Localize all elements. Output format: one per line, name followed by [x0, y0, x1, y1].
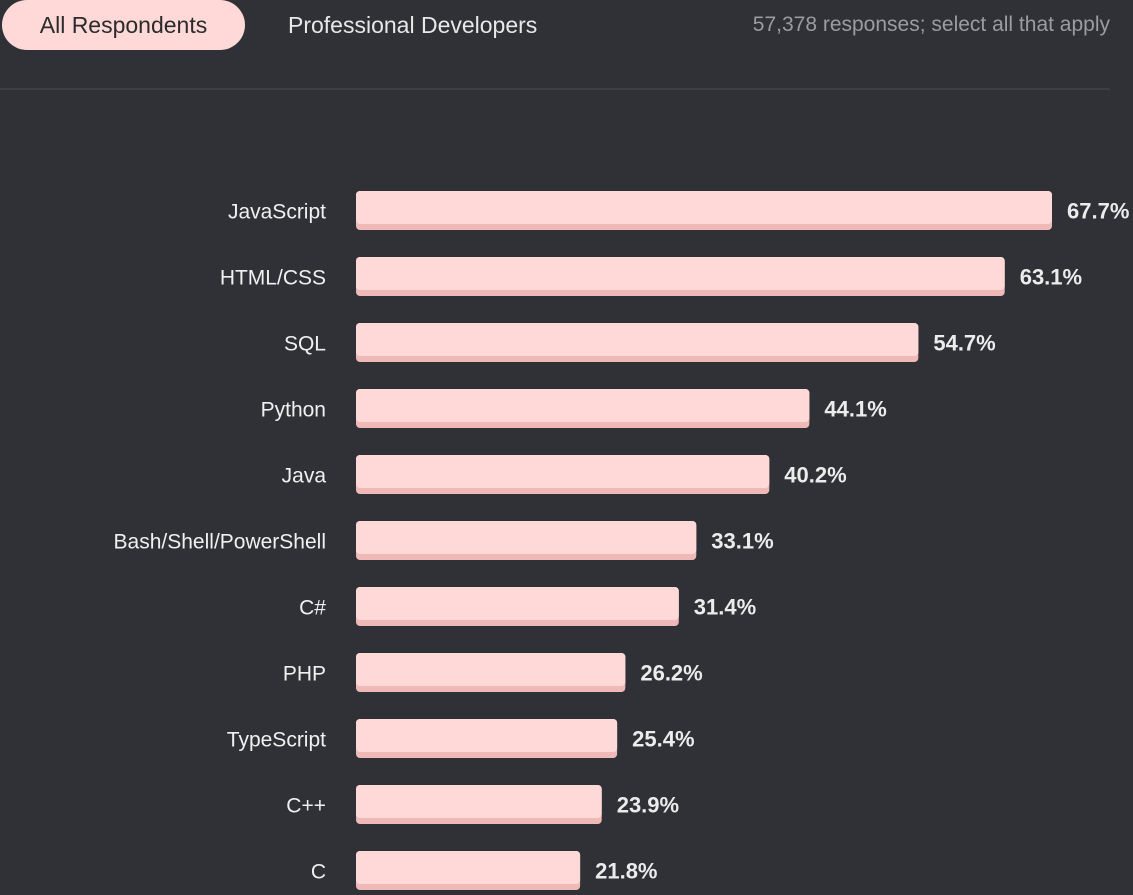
- category-label: C#: [299, 597, 326, 620]
- bar: [356, 851, 581, 884]
- category-label: TypeScript: [227, 729, 326, 752]
- category-label: Bash/Shell/PowerShell: [114, 531, 326, 554]
- category-label: PHP: [283, 663, 326, 686]
- category-label: Python: [261, 399, 326, 422]
- bar: [356, 257, 1005, 290]
- value-label: 67.7%: [1067, 199, 1129, 224]
- tab-professional-developers[interactable]: Professional Developers: [288, 12, 538, 38]
- value-label: 21.8%: [595, 859, 657, 884]
- value-label: 33.1%: [711, 529, 773, 554]
- bar-row-php: PHP 26.2%: [283, 653, 703, 692]
- value-label: 25.4%: [632, 727, 694, 752]
- value-label: 23.9%: [617, 793, 679, 818]
- bar-row-sql: SQL 54.7%: [284, 323, 996, 362]
- bar-row-javascript: JavaScript 67.7%: [228, 191, 1129, 230]
- bar-row-c: C 21.8%: [311, 851, 658, 890]
- bar: [356, 455, 770, 488]
- bar: [356, 653, 626, 686]
- value-label: 63.1%: [1020, 265, 1082, 290]
- value-label: 26.2%: [640, 661, 702, 686]
- bar: [356, 389, 810, 422]
- bar-row-python: Python 44.1%: [261, 389, 887, 428]
- bar-row-java: Java 40.2%: [282, 455, 847, 494]
- bar-row-html-css: HTML/CSS 63.1%: [220, 257, 1082, 296]
- category-label: JavaScript: [228, 201, 326, 224]
- category-label: C: [311, 861, 326, 884]
- responses-note: 57,378 responses; select all that apply: [752, 13, 1110, 36]
- category-label: HTML/CSS: [220, 267, 326, 290]
- bar: [356, 587, 679, 620]
- value-label: 40.2%: [784, 463, 846, 488]
- bar: [356, 719, 618, 752]
- bar: [356, 785, 602, 818]
- bar-row-typescript: TypeScript 25.4%: [227, 719, 695, 758]
- value-label: 44.1%: [824, 397, 886, 422]
- bar: [356, 323, 919, 356]
- category-label: SQL: [284, 333, 326, 356]
- category-label: Java: [282, 465, 327, 488]
- bar: [356, 191, 1052, 224]
- category-label: C++: [286, 795, 326, 818]
- tab-all-respondents[interactable]: All Respondents: [2, 0, 245, 50]
- bar-row-bash-shell-powershell: Bash/Shell/PowerShell 33.1%: [114, 521, 774, 560]
- bar-row-c: C# 31.4%: [299, 587, 756, 626]
- header-divider: [0, 88, 1110, 90]
- bar: [356, 521, 697, 554]
- bar-row-c: C++ 23.9%: [286, 785, 679, 824]
- value-label: 54.7%: [933, 331, 995, 356]
- value-label: 31.4%: [694, 595, 756, 620]
- header-bar: All Respondents Professional Developers …: [0, 0, 1133, 90]
